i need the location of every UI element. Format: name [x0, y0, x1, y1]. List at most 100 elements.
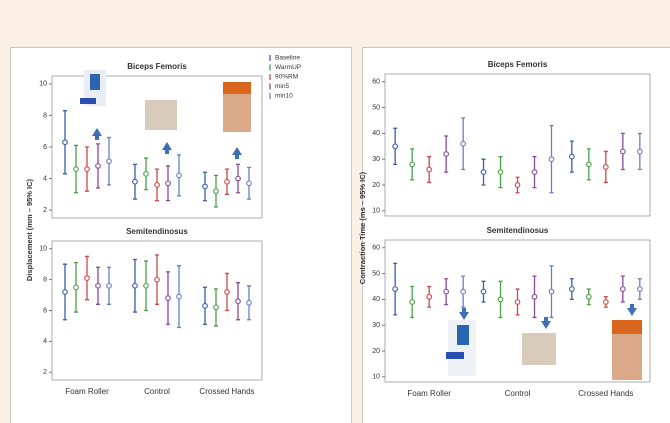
mean-marker: [393, 144, 398, 149]
y-tick-label: 6: [43, 307, 47, 314]
mean-marker: [638, 149, 643, 154]
chart-title: Semitendinosus: [126, 227, 188, 236]
mean-marker: [532, 295, 537, 300]
y-tick-label: 2: [43, 207, 47, 214]
legend-label: min5: [275, 83, 289, 90]
mean-marker: [604, 300, 609, 305]
x-tick-label: Foam Roller: [407, 389, 451, 398]
mean-marker: [177, 173, 182, 178]
photo-figure: [457, 325, 469, 345]
mean-marker: [498, 170, 503, 175]
photo-control: [145, 100, 177, 130]
photo-figure: [90, 74, 100, 90]
mean-marker: [144, 283, 149, 288]
chart-title: Biceps Femoris: [488, 60, 548, 69]
mean-marker: [604, 165, 609, 170]
mean-marker: [444, 289, 449, 294]
mean-marker: [236, 299, 241, 304]
x-tick-label: Crossed Hands: [199, 387, 254, 396]
y-tick-label: 30: [372, 156, 380, 163]
y-tick-label: 8: [43, 276, 47, 283]
mean-marker: [410, 162, 415, 167]
mean-marker: [144, 172, 149, 177]
mean-marker: [621, 287, 626, 292]
y-tick-label: 40: [372, 130, 380, 137]
y-tick-label: 50: [372, 270, 380, 277]
y-tick-label: 10: [39, 81, 47, 88]
y-tick-label: 4: [43, 175, 47, 182]
mean-marker: [481, 289, 486, 294]
mean-marker: [107, 159, 112, 164]
y-tick-label: 10: [39, 246, 47, 253]
legend-label: min10: [275, 93, 293, 100]
mean-marker: [532, 170, 537, 175]
y-tick-label: 30: [372, 322, 380, 329]
mean-marker: [570, 154, 575, 159]
mean-marker: [63, 140, 68, 145]
y-tick-label: 60: [372, 79, 380, 86]
mean-marker: [587, 295, 592, 300]
mean-marker: [393, 287, 398, 292]
legend-label: 90%RM: [275, 74, 298, 81]
y-tick-label: 6: [43, 144, 47, 151]
mean-marker: [133, 179, 138, 184]
mean-marker: [155, 277, 160, 282]
legend-label: Baseline: [275, 55, 300, 62]
mean-marker: [621, 149, 626, 154]
mean-marker: [515, 183, 520, 188]
mean-marker: [498, 297, 503, 302]
x-tick-label: Crossed Hands: [578, 389, 633, 398]
mean-marker: [214, 189, 219, 194]
mean-marker: [63, 290, 68, 295]
mean-marker: [225, 179, 230, 184]
mean-marker: [96, 283, 101, 288]
mean-marker: [638, 287, 643, 292]
y-tick-label: 60: [372, 245, 380, 252]
chart-title: Biceps Femoris: [127, 62, 187, 71]
y-axis-label: Contraction Time (ms – 95% IC): [358, 171, 367, 284]
mean-marker: [177, 294, 182, 299]
mean-marker: [203, 184, 208, 189]
mean-marker: [133, 283, 138, 288]
y-tick-label: 2: [43, 369, 47, 376]
figure: Biceps Femoris 2 4 6 8 10 Displacement (mm – 9…: [0, 0, 670, 423]
mean-marker: [570, 287, 575, 292]
mean-marker: [461, 141, 466, 146]
mean-marker: [549, 157, 554, 162]
x-tick-label: Control: [505, 389, 531, 398]
chart-title: Semitendinosus: [487, 226, 549, 235]
photo-roller: [80, 98, 96, 104]
mean-marker: [166, 181, 171, 186]
mean-marker: [96, 164, 101, 169]
photo-shirt: [223, 82, 251, 94]
mean-marker: [107, 283, 112, 288]
y-tick-label: 4: [43, 338, 47, 345]
mean-marker: [247, 300, 252, 305]
mean-marker: [515, 300, 520, 305]
photo-roller: [446, 352, 464, 359]
y-tick-label: 10: [372, 208, 380, 215]
mean-marker: [74, 167, 79, 172]
y-tick-label: 40: [372, 296, 380, 303]
mean-marker: [587, 162, 592, 167]
mean-marker: [203, 304, 208, 309]
photo-shirt: [612, 320, 642, 334]
legend-label: WarmUP: [275, 64, 301, 71]
y-tick-label: 8: [43, 112, 47, 119]
photo-control: [522, 333, 556, 365]
y-tick-label: 20: [372, 348, 380, 355]
y-axis-label: Displacement (mm – 95% IC): [25, 178, 34, 281]
mean-marker: [549, 289, 554, 294]
mean-marker: [74, 285, 79, 290]
mean-marker: [155, 183, 160, 188]
mean-marker: [427, 167, 432, 172]
mean-marker: [225, 290, 230, 295]
mean-marker: [236, 176, 241, 181]
mean-marker: [427, 295, 432, 300]
mean-marker: [214, 305, 219, 310]
mean-marker: [85, 167, 90, 172]
mean-marker: [481, 170, 486, 175]
y-tick-label: 50: [372, 104, 380, 111]
x-tick-label: Control: [144, 387, 170, 396]
mean-marker: [461, 289, 466, 294]
